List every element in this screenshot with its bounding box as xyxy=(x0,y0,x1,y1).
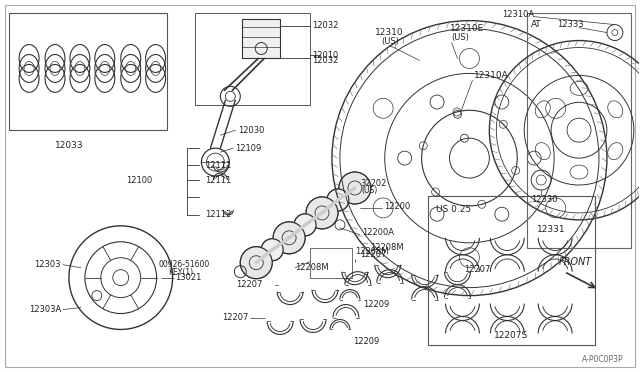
Circle shape xyxy=(306,197,338,229)
Text: (US): (US) xyxy=(451,33,469,42)
Bar xyxy=(428,196,595,346)
Bar xyxy=(195,13,310,105)
Text: 12207: 12207 xyxy=(222,313,248,322)
Circle shape xyxy=(240,247,272,279)
Text: 12209: 12209 xyxy=(353,337,379,346)
Text: 12310E: 12310E xyxy=(449,24,484,33)
Text: FRONT: FRONT xyxy=(559,257,593,267)
Text: 00926-51600: 00926-51600 xyxy=(159,260,210,269)
Text: AT: AT xyxy=(531,20,542,29)
Circle shape xyxy=(240,247,272,279)
Text: 12310A: 12310A xyxy=(502,10,534,19)
Text: 12331: 12331 xyxy=(537,225,566,234)
Text: 12333: 12333 xyxy=(557,20,584,29)
Text: 12207: 12207 xyxy=(236,280,262,289)
Text: 12207: 12207 xyxy=(465,265,491,274)
Text: (US): (US) xyxy=(362,186,378,195)
Circle shape xyxy=(261,239,283,261)
Circle shape xyxy=(294,214,316,236)
Circle shape xyxy=(273,222,305,254)
Text: 12200: 12200 xyxy=(384,202,410,211)
Text: 12200A: 12200A xyxy=(362,228,394,237)
Text: 12310: 12310 xyxy=(376,28,404,37)
Circle shape xyxy=(261,239,283,261)
Bar xyxy=(527,13,631,248)
Text: 12112: 12112 xyxy=(205,211,232,219)
Circle shape xyxy=(339,172,371,204)
Text: 12033: 12033 xyxy=(54,141,83,150)
Text: 13021: 13021 xyxy=(175,273,202,282)
Bar xyxy=(9,13,166,130)
Text: (US): (US) xyxy=(381,37,399,46)
Text: 12303A: 12303A xyxy=(29,305,61,314)
Text: 12207: 12207 xyxy=(360,250,386,259)
Text: 12109: 12109 xyxy=(236,144,262,153)
Text: 12208M: 12208M xyxy=(355,247,388,256)
Circle shape xyxy=(273,222,305,254)
Text: 12208M: 12208M xyxy=(295,263,329,272)
Circle shape xyxy=(327,189,349,211)
Text: 12111: 12111 xyxy=(205,176,232,185)
Circle shape xyxy=(327,189,349,211)
Text: 12303: 12303 xyxy=(35,260,61,269)
Text: 12208M: 12208M xyxy=(370,243,403,252)
Circle shape xyxy=(339,172,371,204)
Text: 32202: 32202 xyxy=(360,179,386,187)
Text: 12209: 12209 xyxy=(363,300,389,309)
Text: 12330: 12330 xyxy=(531,195,557,205)
Text: 12010: 12010 xyxy=(312,51,339,60)
Text: A-P0C0P3P: A-P0C0P3P xyxy=(582,355,624,364)
Bar xyxy=(243,19,280,58)
Text: US 0.25: US 0.25 xyxy=(436,205,470,214)
Text: 12310A: 12310A xyxy=(474,71,509,80)
Text: 12100: 12100 xyxy=(126,176,152,185)
Circle shape xyxy=(306,197,338,229)
Text: 12030: 12030 xyxy=(238,126,265,135)
Text: 12032: 12032 xyxy=(312,56,339,65)
Text: 12032: 12032 xyxy=(312,21,339,30)
Text: 12207S: 12207S xyxy=(494,331,529,340)
Bar xyxy=(310,248,352,278)
Text: 12111: 12111 xyxy=(205,161,232,170)
Circle shape xyxy=(294,214,316,236)
Text: KEY(1): KEY(1) xyxy=(168,268,194,277)
